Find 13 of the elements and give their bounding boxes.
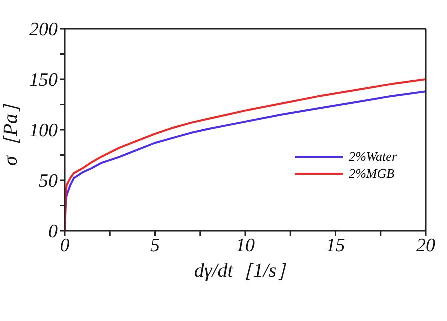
y-tick-label: 50 [39,171,58,192]
x-tick-label: 15 [326,235,346,256]
legend-label: 2%Water [349,148,397,164]
x-axis-title: dγ/dt［1/s］ [194,260,297,282]
y-tick-label: 150 [30,70,58,92]
legend-label: 2%MGB [349,166,395,182]
x-tick-label: 10 [236,235,256,256]
y-axis-title: σ［Pa］ [0,94,22,166]
x-tick-label: 5 [150,235,160,256]
x-tick-label: 20 [416,235,436,256]
y-tick-label: 100 [30,120,58,142]
y-tick-label: 0 [48,222,58,243]
y-tick-label: 200 [30,20,58,41]
